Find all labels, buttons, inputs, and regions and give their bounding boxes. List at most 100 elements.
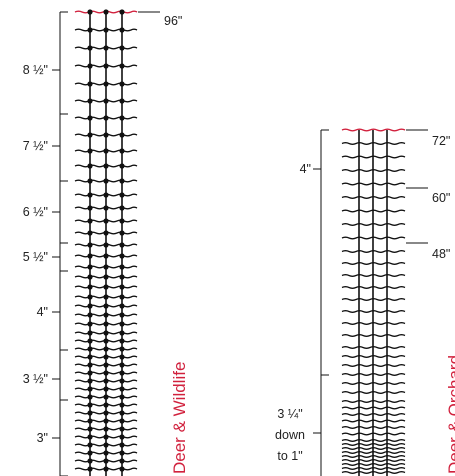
knot xyxy=(103,132,109,138)
knot xyxy=(103,63,109,69)
knot xyxy=(119,370,125,376)
knot xyxy=(119,434,125,440)
knot xyxy=(87,378,93,384)
knot xyxy=(87,346,93,352)
knot xyxy=(87,192,93,198)
knot xyxy=(119,132,125,138)
knot xyxy=(119,163,125,169)
product-name-deer-wildlife: Deer & Wildlife xyxy=(170,362,189,474)
knot xyxy=(87,163,93,169)
knot xyxy=(119,242,125,248)
line-wire xyxy=(341,155,406,159)
knot xyxy=(103,346,109,352)
knot xyxy=(87,274,93,280)
knot xyxy=(119,230,125,236)
line-wire xyxy=(341,310,406,313)
spacing-label-4: 4" xyxy=(37,305,48,319)
knot xyxy=(87,148,93,154)
knot xyxy=(119,402,125,408)
knot xyxy=(119,284,125,290)
knot xyxy=(87,63,93,69)
line-wire xyxy=(341,334,406,337)
knot xyxy=(87,362,93,368)
spacing-label-7-half: 7 ½" xyxy=(23,139,48,153)
knot xyxy=(103,284,109,290)
knot xyxy=(87,370,93,376)
knot xyxy=(103,394,109,400)
knot xyxy=(103,253,109,259)
knot xyxy=(119,274,125,280)
knot xyxy=(119,178,125,184)
top-line-wire xyxy=(341,128,406,132)
line-wire xyxy=(341,391,406,394)
knot xyxy=(119,9,125,15)
knot xyxy=(119,321,125,327)
height-label-48: 48" xyxy=(432,247,450,261)
knot xyxy=(87,312,93,318)
line-wire xyxy=(341,443,406,446)
line-wire xyxy=(341,455,406,458)
knot xyxy=(87,284,93,290)
knot xyxy=(87,27,93,33)
knot xyxy=(119,330,125,336)
knot xyxy=(119,27,125,33)
knot xyxy=(119,98,125,104)
knot xyxy=(87,9,93,15)
line-wire xyxy=(341,322,406,325)
knot xyxy=(103,27,109,33)
knot xyxy=(103,264,109,270)
knot xyxy=(87,45,93,51)
knot xyxy=(87,253,93,259)
knot xyxy=(119,218,125,224)
spacing-label-3: 3" xyxy=(37,431,48,445)
knot xyxy=(87,386,93,392)
knot xyxy=(119,45,125,51)
spacing-note-line-1: 3 ¼" xyxy=(277,407,302,421)
deer-wildlife-fence xyxy=(52,9,160,476)
knot xyxy=(103,450,109,456)
knot xyxy=(103,410,109,416)
knot xyxy=(103,434,109,440)
knot xyxy=(103,354,109,360)
knot xyxy=(103,370,109,376)
knot xyxy=(87,205,93,211)
line-wire xyxy=(341,432,406,436)
knot xyxy=(87,418,93,424)
spacing-label-4-right: 4" xyxy=(300,162,311,176)
spacing-note-line-2: down xyxy=(275,428,305,442)
line-wire xyxy=(341,182,406,186)
line-wire xyxy=(341,346,406,349)
knot xyxy=(87,458,93,464)
knot xyxy=(103,192,109,198)
knot xyxy=(119,192,125,198)
line-wire xyxy=(341,298,406,301)
line-wire xyxy=(341,250,406,253)
knot xyxy=(87,402,93,408)
knot xyxy=(87,394,93,400)
spacing-label-8-half: 8 ½" xyxy=(23,63,48,77)
knot xyxy=(87,132,93,138)
knot xyxy=(87,450,93,456)
knot xyxy=(119,346,125,352)
knot xyxy=(87,410,93,416)
knot xyxy=(119,303,125,309)
knot xyxy=(103,45,109,51)
line-wire xyxy=(341,400,406,403)
knot xyxy=(103,178,109,184)
knot xyxy=(87,98,93,104)
knot xyxy=(87,264,93,270)
line-wire xyxy=(341,223,406,226)
knot xyxy=(103,321,109,327)
knot xyxy=(103,218,109,224)
knot xyxy=(119,442,125,448)
knot xyxy=(103,426,109,432)
line-wire xyxy=(341,169,406,172)
knot xyxy=(103,230,109,236)
knot xyxy=(87,330,93,336)
product-name-deer-orchard: Deer & Orchard xyxy=(445,355,455,474)
knot xyxy=(119,394,125,400)
knot xyxy=(103,418,109,424)
line-wire xyxy=(341,413,406,416)
line-wire xyxy=(341,382,406,385)
knot xyxy=(103,115,109,121)
